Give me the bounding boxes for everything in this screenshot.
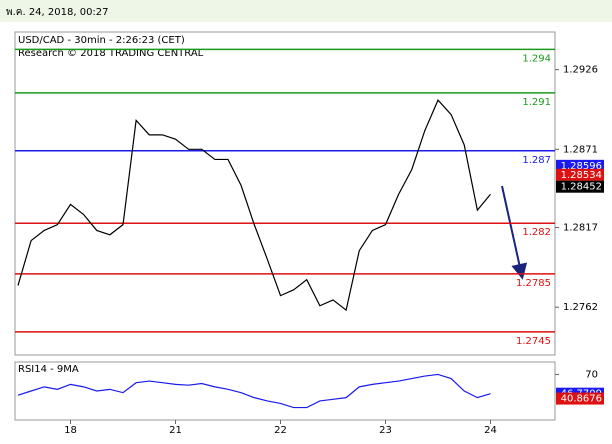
price-line (17, 98, 491, 312)
price-line (17, 373, 491, 409)
rsi-panel (14, 361, 556, 421)
level-label: 1.2745 (516, 336, 551, 347)
y-tick-label: 1.2926 (563, 65, 598, 76)
header-date: พ.ค. 24, 2018, 00:27 (6, 7, 109, 18)
rsi-title: RSI14 - 9MA (18, 364, 79, 375)
price-box (556, 392, 604, 405)
x-tick-label: 23 (379, 425, 392, 436)
y-tick-label: 1.2762 (563, 302, 598, 313)
price-box-label: 40.8676 (561, 394, 602, 405)
level-label: 1.2785 (516, 278, 551, 289)
chart-subtitle: Research © 2018 TRADING CENTRAL (18, 48, 204, 59)
level-label: 1.287 (522, 155, 551, 166)
y-tick-label: 70 (585, 369, 598, 380)
y-tick-label: 1.2817 (563, 223, 598, 234)
price-box (556, 168, 604, 181)
forecast-arrow (501, 185, 528, 280)
header-bar (0, 0, 612, 22)
price-panel (14, 31, 556, 356)
price-box-label: 1.28452 (561, 182, 602, 193)
price-box (556, 180, 604, 193)
chart-title: USD/CAD - 30min - 2:26:23 (CET) (18, 35, 185, 46)
level-label: 1.294 (522, 53, 551, 64)
price-box-label: 1.28596 (561, 161, 602, 172)
x-tick-label: 22 (274, 425, 287, 436)
y-tick-label: 1.2871 (563, 144, 598, 155)
price-box-label: 1.28534 (561, 170, 602, 181)
x-tick-label: 24 (484, 425, 497, 436)
level-label: 1.291 (522, 97, 551, 108)
x-tick-label: 21 (169, 425, 182, 436)
level-label: 1.282 (522, 227, 551, 238)
x-tick-label: 18 (64, 425, 77, 436)
